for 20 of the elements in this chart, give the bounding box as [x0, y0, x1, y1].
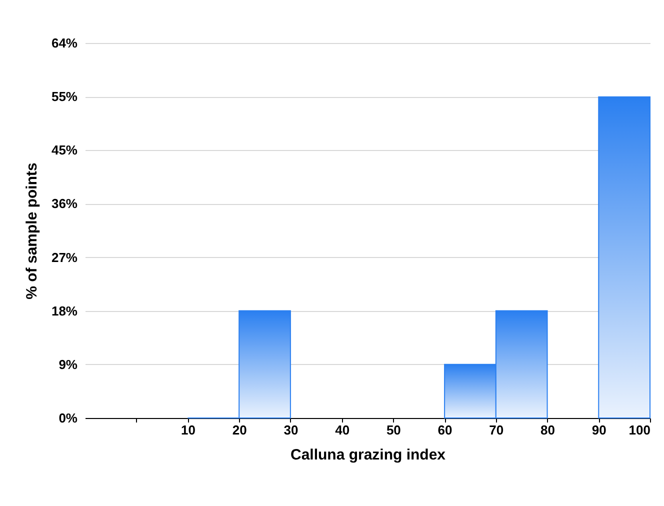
x-tick-label: 30 — [284, 422, 298, 438]
y-tick-label: 64% — [51, 36, 78, 50]
y-tick-label: 9% — [58, 356, 78, 372]
y-tick-label: 36% — [51, 196, 78, 212]
x-tick-label: 70 — [489, 422, 504, 438]
y-axis-title: % of sample points — [23, 162, 40, 300]
x-tick-label: 80 — [540, 422, 556, 438]
y-tick-label: 55% — [51, 89, 78, 104]
x-tick-label: 60 — [438, 422, 452, 438]
y-tick-label: 45% — [51, 142, 78, 158]
x-tick-label: 50 — [386, 422, 401, 438]
x-tick-label: 90 — [592, 422, 606, 438]
y-tick-label: 0% — [58, 410, 78, 426]
x-axis-title: Calluna grazing index — [290, 446, 446, 464]
y-tick-label: 18% — [51, 303, 78, 318]
x-tick-label: 20 — [232, 422, 247, 438]
x-tick-label: 40 — [335, 422, 350, 438]
x-tick-label: 10 — [180, 422, 196, 438]
x-tick-label: 100 — [628, 422, 650, 438]
y-tick-label: 27% — [51, 250, 78, 265]
